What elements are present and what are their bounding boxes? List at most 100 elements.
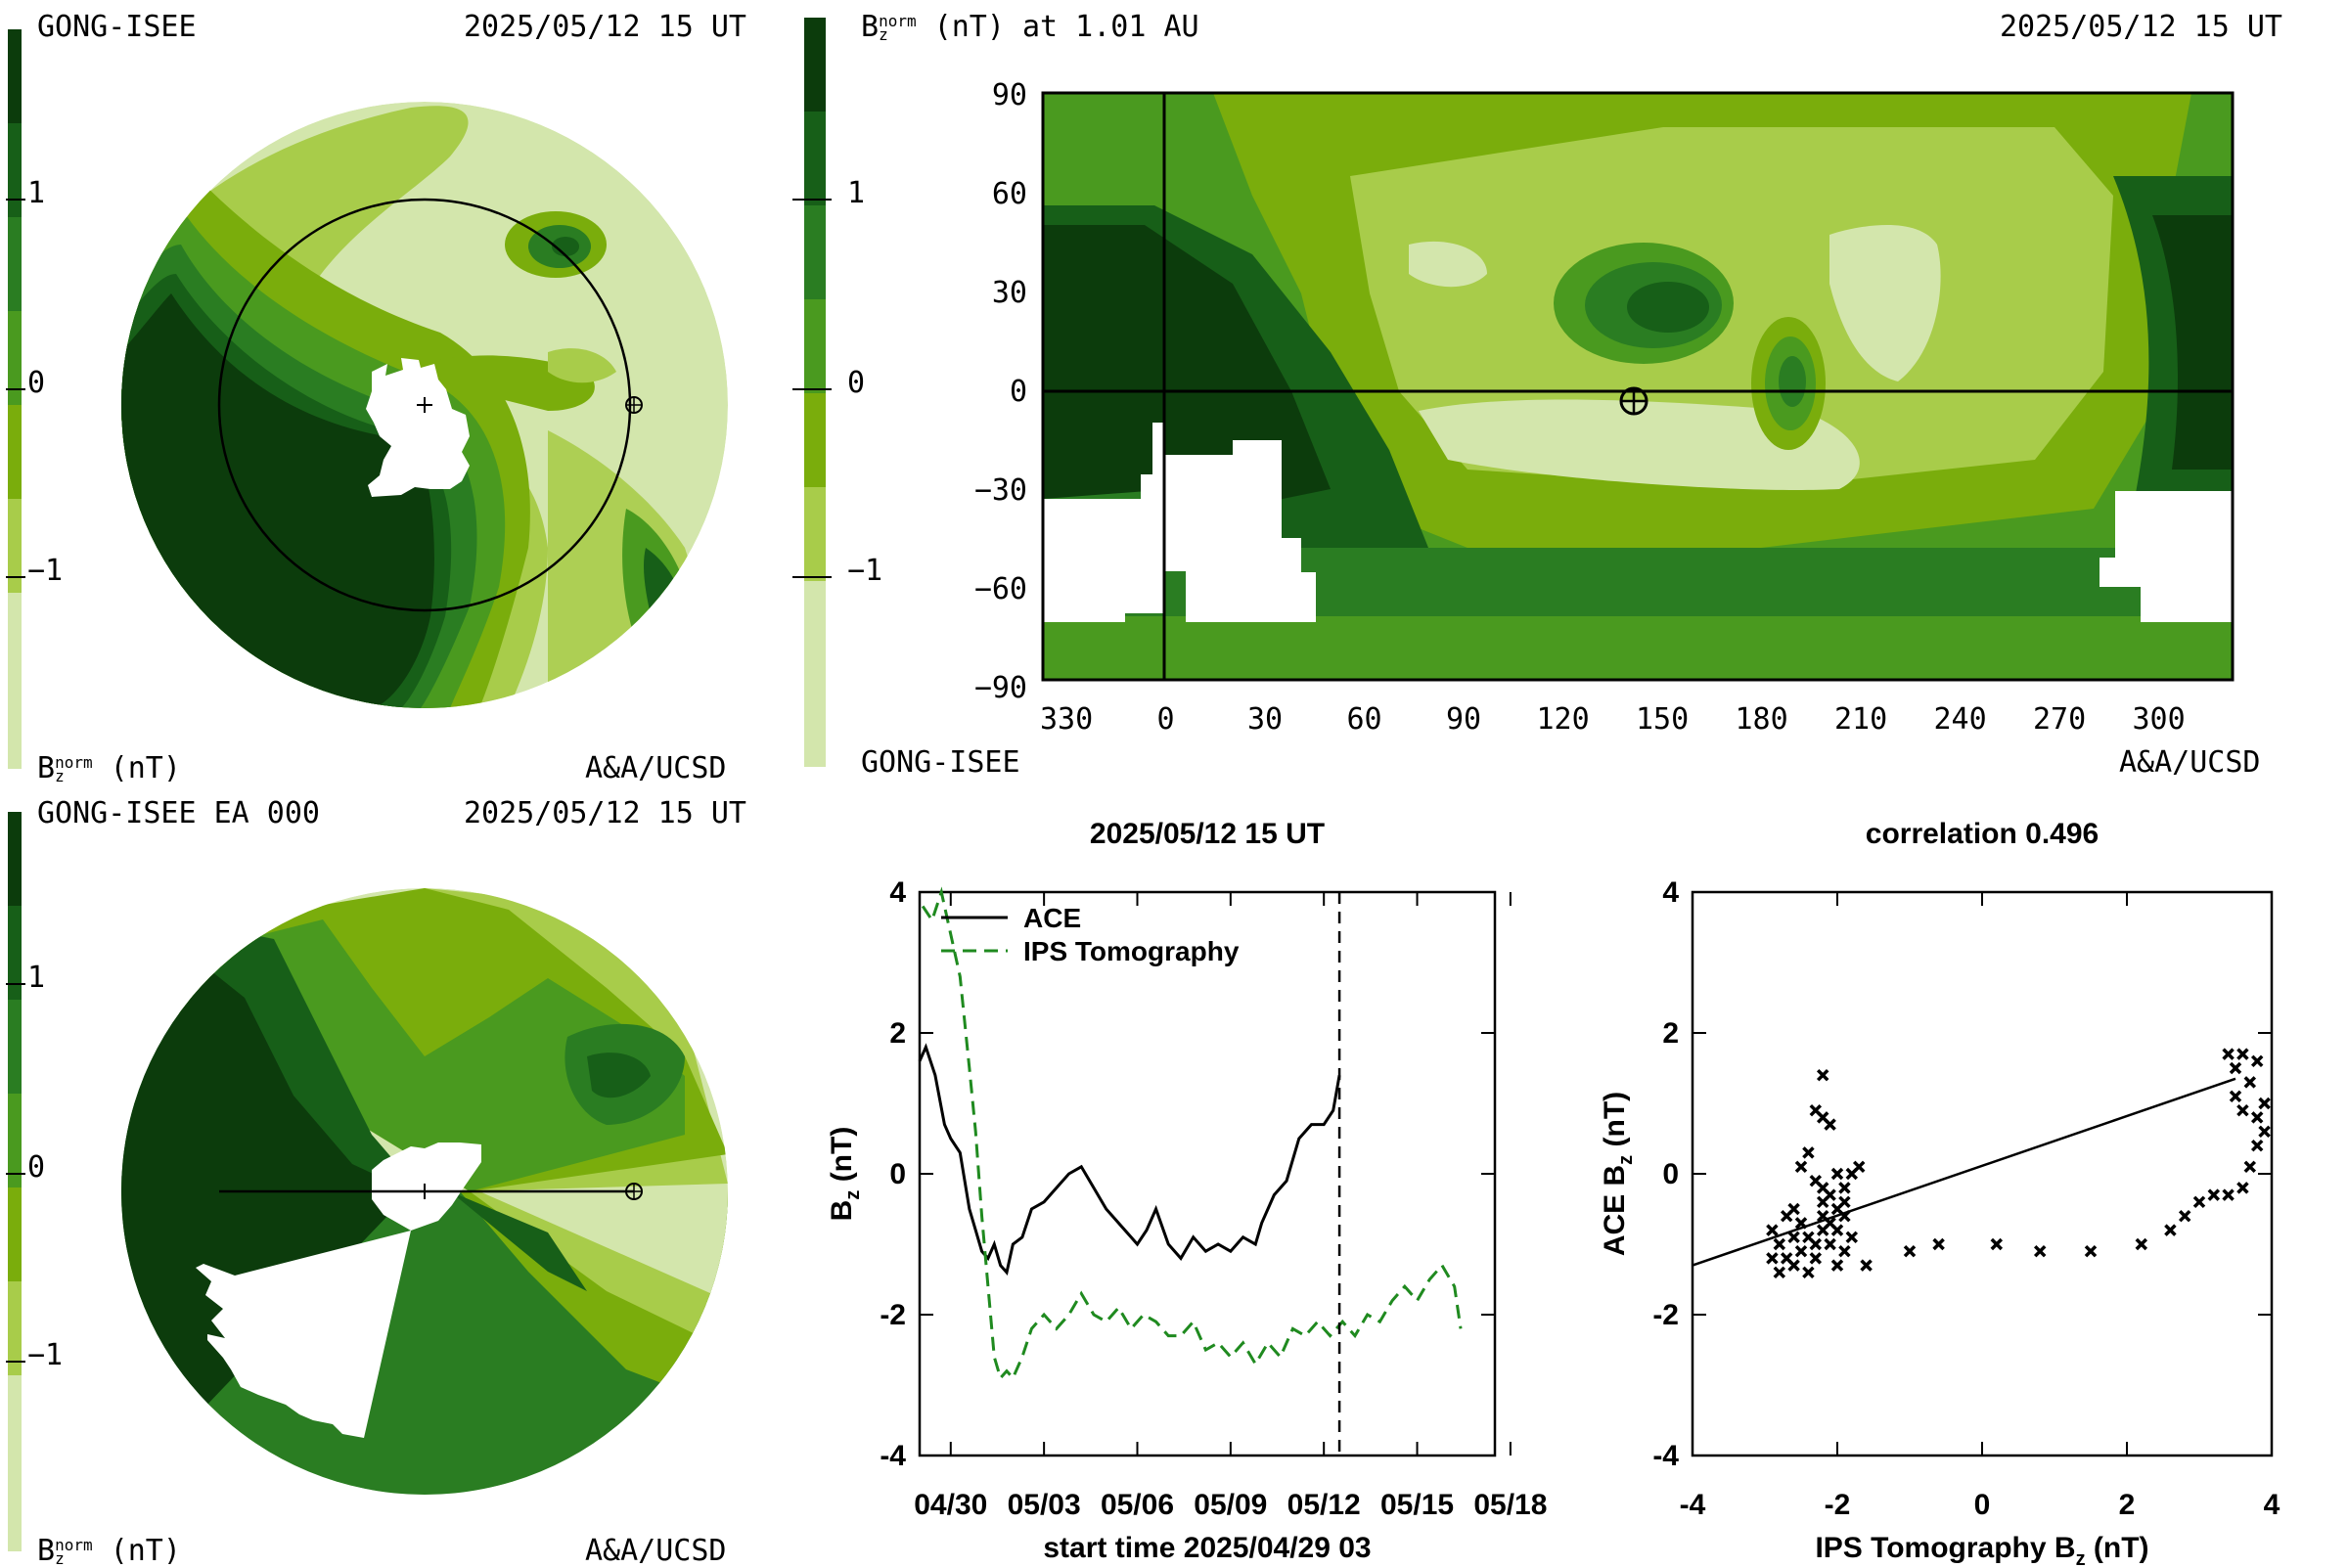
map-x-tick: 90 <box>1446 702 1482 737</box>
scatter-point <box>2258 1097 2271 1110</box>
bl-colorbar-tick-1: 1 <box>27 961 46 995</box>
line-chart-ytick-label: 0 <box>889 1158 906 1190</box>
scatter-point <box>1809 1103 1823 1117</box>
map-x-tick: 150 <box>1636 702 1690 737</box>
scatter-frame <box>1691 890 2274 1457</box>
map-y-tick: −60 <box>973 572 1027 606</box>
line-chart-ytick-label: 4 <box>889 876 906 909</box>
tl-colorbar-tick-0: 0 <box>27 366 46 400</box>
scatter-point <box>2229 1061 2242 1075</box>
ips-series-line <box>921 886 1463 1381</box>
scatter-point <box>1990 1237 2004 1251</box>
scatter-xtick-label: 0 <box>1974 1489 1991 1521</box>
tl-unit-b: B <box>37 751 56 785</box>
scatter-ytick-label: 4 <box>1662 876 1679 909</box>
scatter-point <box>1802 1146 1815 1159</box>
scatter-point <box>1816 1068 1829 1082</box>
scatter-point <box>1845 1231 1859 1244</box>
scatter-point <box>2207 1188 2221 1201</box>
scatter-point <box>2164 1224 2177 1236</box>
tr-title-rest: (nT) at 1.01 AU <box>933 10 1199 44</box>
scatter-xtick-label: -2 <box>1825 1489 1851 1521</box>
line-chart-ylabel: Bz (nT) <box>826 1127 864 1222</box>
tr-title-sup: norm <box>879 11 917 30</box>
tr-bottom-left: GONG-ISEE <box>861 745 1020 780</box>
line-chart-xlabel: start time 2025/04/29 03 <box>1043 1532 1371 1564</box>
tr-title-right: 2025/05/12 15 UT <box>2000 10 2282 44</box>
bl-title-left: GONG-ISEE EA 000 <box>37 796 320 830</box>
tr-title-sub: z <box>879 24 888 44</box>
line-chart-title: 2025/05/12 15 UT <box>1090 818 1325 850</box>
scatter-xtick-label: 4 <box>2264 1489 2280 1521</box>
line-chart-xtick-label: 05/03 <box>1008 1489 1081 1521</box>
scatter-point <box>2258 1125 2271 1139</box>
tl-title-right: 2025/05/12 15 UT <box>464 10 746 44</box>
line-chart-ytick-label: -2 <box>880 1299 906 1331</box>
line-chart-xtick-label: 05/06 <box>1101 1489 1174 1521</box>
bl-title-right: 2025/05/12 15 UT <box>464 796 746 830</box>
scatter-ytick-label: 2 <box>1662 1017 1679 1050</box>
scatter-title: correlation 0.496 <box>1866 818 2099 850</box>
scatter-point <box>1838 1244 1851 1258</box>
scatter-point <box>2243 1076 2257 1089</box>
scatter-point <box>1809 1174 1823 1187</box>
tr-title-b: B <box>861 10 880 44</box>
map-x-tick: 210 <box>1834 702 1888 737</box>
scatter-point <box>1773 1266 1786 1279</box>
tr-colorbar-tick-1: 1 <box>847 176 866 210</box>
scatter-point <box>2192 1195 2206 1209</box>
scatter-point <box>1932 1237 1945 1251</box>
map-x-tick: 30 <box>1247 702 1284 737</box>
map-y-tick: 60 <box>991 177 1027 211</box>
scatter-point <box>1852 1160 1866 1174</box>
scatter-point <box>2222 1188 2235 1201</box>
scatter-point <box>1830 1224 1844 1236</box>
map-y-tick: −90 <box>973 671 1027 705</box>
map-x-tick: 120 <box>1536 702 1590 737</box>
scatter-point <box>1794 1217 1808 1230</box>
scatter-point <box>1787 1259 1800 1272</box>
ace-series-line <box>918 1043 1341 1277</box>
bl-unit-b: B <box>37 1534 56 1568</box>
scatter-point <box>1824 1237 1836 1251</box>
bl-colorbar-tick-0: 0 <box>27 1150 46 1185</box>
tl-colorbar-tick-1: 1 <box>27 176 46 210</box>
map-y-tick: 30 <box>991 276 1027 310</box>
map-y-tick: −30 <box>973 473 1027 508</box>
colorbar-left-bottom <box>6 812 25 1551</box>
scatter-point <box>2236 1103 2249 1117</box>
tr-colorbar-tick-m1: −1 <box>847 554 883 588</box>
bl-unit-nt: (nT) <box>110 1534 181 1568</box>
scatter-point <box>1809 1252 1823 1265</box>
legend-ips-label: IPS Tomography <box>1023 936 1240 966</box>
tl-unit-nt: (nT) <box>110 751 181 785</box>
map-x-tick: 180 <box>1735 702 1788 737</box>
scatter-point <box>1794 1244 1808 1258</box>
scatter-xtick-label: 2 <box>2119 1489 2136 1521</box>
line-chart-xtick-label: 05/12 <box>1287 1489 1361 1521</box>
map-x-tick: 60 <box>1346 702 1382 737</box>
scatter-point <box>2135 1237 2148 1251</box>
map-y-tick: 0 <box>1009 375 1027 409</box>
scatter-xlabel: IPS Tomography Bz (nT) <box>1815 1532 2148 1565</box>
scatter-point <box>1780 1209 1793 1223</box>
scatter-point <box>1830 1167 1844 1181</box>
scatter-point <box>2250 1139 2264 1152</box>
tl-colorbar-tick-m1: −1 <box>27 554 64 588</box>
scatter-point <box>2178 1209 2191 1223</box>
scatter-point <box>1824 1118 1836 1131</box>
tl-unit-sub: z <box>55 766 65 785</box>
line-chart-xtick-label: 05/15 <box>1380 1489 1454 1521</box>
polar-view-ecliptic <box>121 102 728 708</box>
scatter-point <box>2229 1090 2242 1103</box>
tl-unit-sup: norm <box>55 752 93 772</box>
scatter-point <box>2243 1160 2257 1174</box>
regression-line <box>1692 1077 2236 1267</box>
scatter-point <box>1766 1224 1779 1236</box>
tr-colorbar-tick-0: 0 <box>847 366 866 400</box>
